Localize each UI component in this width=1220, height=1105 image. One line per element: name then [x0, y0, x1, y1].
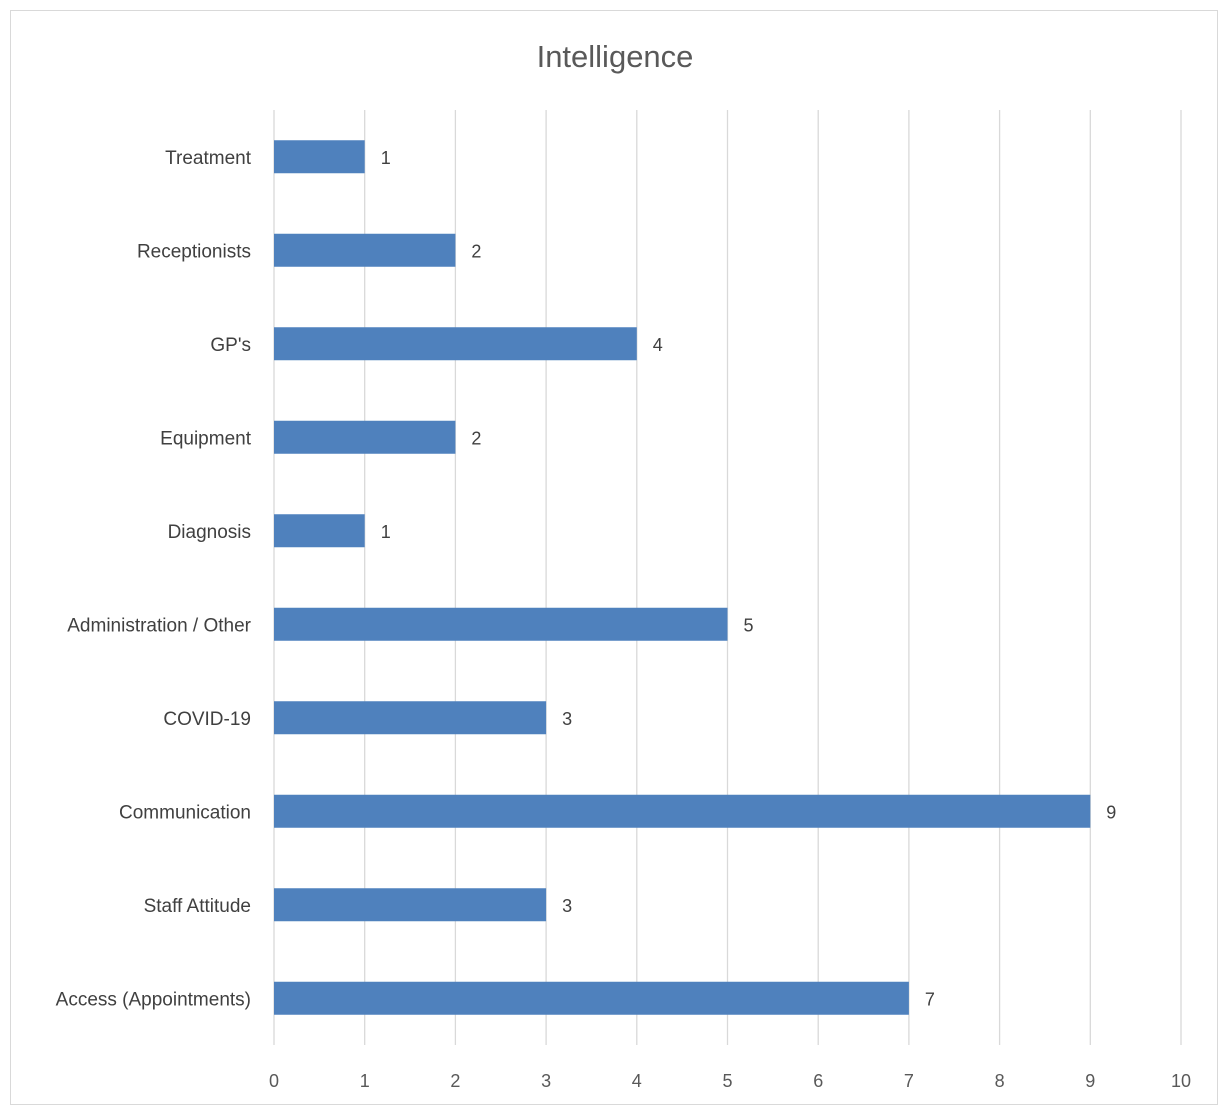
- data-label: 7: [925, 989, 935, 1009]
- category-label: Receptionists: [137, 241, 251, 262]
- category-label: Treatment: [165, 148, 252, 169]
- data-label: 9: [1106, 802, 1116, 822]
- bar: [274, 327, 637, 361]
- data-label: 2: [471, 428, 481, 448]
- category-label: Administration / Other: [67, 615, 251, 636]
- data-labels: 7 3 9 3 5 1 2 4 2 1: [381, 148, 1117, 1010]
- bars: [274, 140, 1091, 1015]
- x-tick-label: 1: [360, 1071, 370, 1091]
- category-label: Communication: [119, 802, 251, 823]
- x-tick-label: 6: [813, 1071, 823, 1091]
- category-label: COVID-19: [163, 709, 251, 730]
- category-label: Access (Appointments): [56, 989, 251, 1010]
- x-tick-label: 5: [722, 1071, 732, 1091]
- bar: [274, 233, 456, 267]
- x-tick-label: 0: [269, 1071, 279, 1091]
- data-label: 2: [471, 241, 481, 261]
- x-tick-label: 3: [541, 1071, 551, 1091]
- data-label: 1: [381, 522, 391, 542]
- category-label: Staff Attitude: [144, 896, 251, 917]
- category-label: GP's: [210, 335, 251, 356]
- bar: [274, 981, 909, 1015]
- bar: [274, 420, 456, 454]
- x-tick-label: 9: [1085, 1071, 1095, 1091]
- x-tick-label: 8: [995, 1071, 1005, 1091]
- chart-frame: [10, 10, 1218, 1105]
- bar: [274, 140, 365, 174]
- bar: [274, 607, 728, 641]
- data-label: 3: [562, 896, 572, 916]
- x-axis-tick-labels: 0 1 2 3 4 5 6 7 8 9 10: [269, 1071, 1191, 1091]
- data-label: 5: [744, 615, 754, 635]
- x-tick-label: 7: [904, 1071, 914, 1091]
- category-labels: Access (Appointments) Staff Attitude Commu…: [56, 148, 252, 1011]
- bar: [274, 888, 547, 922]
- bar: [274, 794, 1091, 828]
- category-label: Diagnosis: [168, 522, 251, 543]
- x-tick-label: 4: [632, 1071, 642, 1091]
- data-label: 1: [381, 148, 391, 168]
- chart-title: Intelligence: [537, 39, 694, 74]
- data-label: 3: [562, 709, 572, 729]
- bar: [274, 514, 365, 548]
- bar: [274, 701, 547, 735]
- x-tick-label: 2: [450, 1071, 460, 1091]
- x-tick-label: 10: [1171, 1071, 1191, 1091]
- data-label: 4: [653, 335, 663, 355]
- category-label: Equipment: [160, 428, 252, 449]
